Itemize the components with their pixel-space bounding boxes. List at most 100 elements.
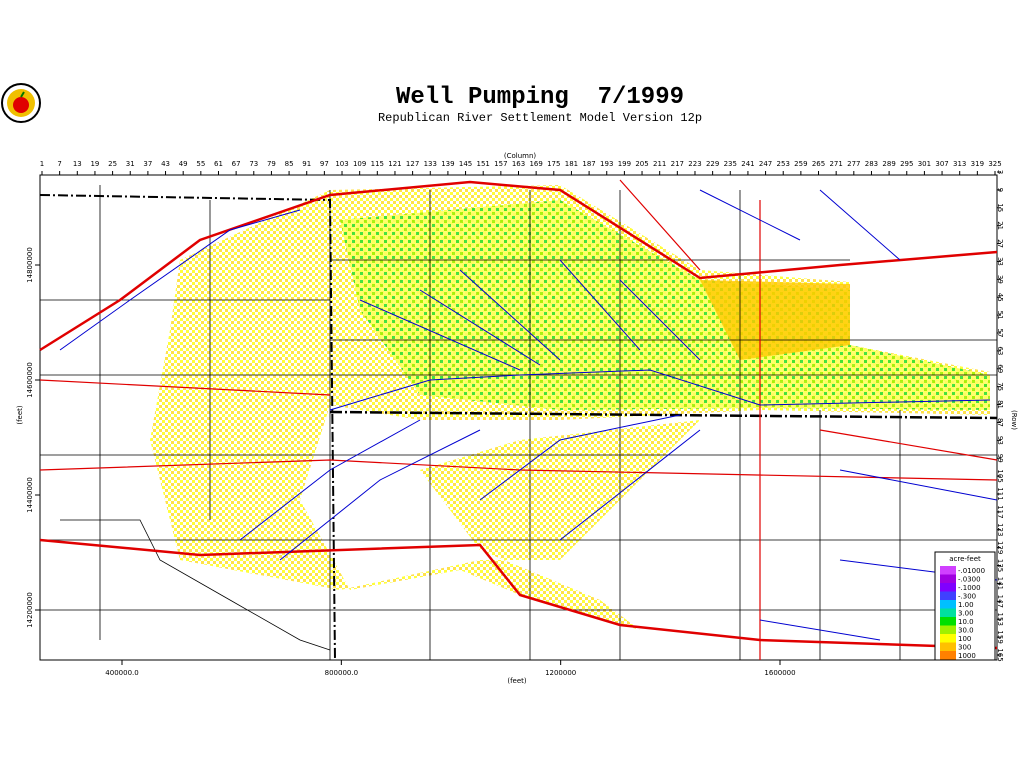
row-tick-label: 57 — [996, 329, 1004, 338]
legend-label: 1.00 — [958, 601, 974, 609]
column-tick-label: 247 — [759, 160, 772, 168]
column-tick-label: 163 — [512, 160, 525, 168]
legend-label: -.01000 — [958, 567, 985, 575]
y-tick-label: 14800000 — [26, 247, 34, 283]
row-tick-label: 3 — [996, 170, 1004, 174]
column-tick-label: 115 — [371, 160, 384, 168]
column-tick-label: 307 — [935, 160, 948, 168]
column-tick-label: 277 — [847, 160, 860, 168]
legend-swatch — [940, 591, 956, 600]
column-tick-label: 319 — [971, 160, 984, 168]
legend-swatch — [940, 574, 956, 583]
x-axis-label: (feet) — [507, 677, 527, 685]
legend-label: 3.00 — [958, 610, 974, 618]
column-tick-label: 49 — [179, 160, 188, 168]
row-label: (Row) — [1010, 410, 1018, 430]
column-tick-label: 139 — [441, 160, 454, 168]
column-tick-label: 79 — [267, 160, 276, 168]
y-tick-label: 14400000 — [26, 477, 34, 513]
row-tick-label: 87 — [996, 418, 1004, 427]
column-tick-label: 85 — [285, 160, 294, 168]
row-tick-label: 21 — [996, 221, 1004, 230]
row-tick-label: 159 — [996, 630, 1004, 643]
row-tick-label: 45 — [996, 293, 1004, 302]
column-tick-label: 325 — [988, 160, 1001, 168]
column-tick-label: 211 — [653, 160, 666, 168]
x-tick-label: 1600000 — [764, 669, 795, 677]
column-tick-label: 241 — [741, 160, 754, 168]
column-tick-label: 7 — [57, 160, 61, 168]
column-tick-label: 55 — [196, 160, 205, 168]
column-tick-label: 313 — [953, 160, 966, 168]
row-tick-label: 9 — [996, 188, 1004, 192]
legend-title: acre-feet — [949, 555, 981, 563]
column-tick-label: 19 — [90, 160, 99, 168]
column-tick-label: 43 — [161, 160, 170, 168]
row-tick-label: 75 — [996, 382, 1004, 391]
legend-label: 100 — [958, 635, 971, 643]
row-tick-label: 105 — [996, 469, 1004, 482]
column-tick-label: 265 — [812, 160, 825, 168]
legend-swatch — [940, 583, 956, 592]
row-tick-label: 153 — [996, 613, 1004, 626]
row-tick-label: 117 — [996, 505, 1004, 518]
legend-swatch — [940, 617, 956, 626]
row-tick-label: 93 — [996, 436, 1004, 445]
y-axis-label: (feet) — [16, 405, 24, 425]
row-tick-label: 51 — [996, 311, 1004, 320]
column-tick-label: 73 — [249, 160, 258, 168]
column-tick-label: 67 — [232, 160, 241, 168]
column-tick-label: 229 — [706, 160, 719, 168]
legend-label: -.1000 — [958, 584, 981, 592]
column-tick-label: 151 — [477, 160, 490, 168]
title: Well Pumping 7/1999 — [396, 84, 684, 111]
y-tick-label: 14600000 — [26, 362, 34, 398]
row-tick-label: 69 — [996, 364, 1004, 373]
x-tick-label: 400000.0 — [105, 669, 138, 677]
column-tick-label: 127 — [406, 160, 419, 168]
column-tick-label: 37 — [143, 160, 152, 168]
row-tick-label: 81 — [996, 400, 1004, 409]
row-tick-label: 123 — [996, 523, 1004, 536]
row-tick-label: 111 — [996, 487, 1004, 500]
column-tick-label: 169 — [529, 160, 542, 168]
map-area — [39, 174, 998, 661]
x-tick-label: 1200000 — [545, 669, 576, 677]
row-tick-label: 99 — [996, 454, 1004, 463]
column-tick-label: 271 — [829, 160, 842, 168]
column-tick-label: 301 — [918, 160, 931, 168]
logo — [1, 83, 41, 123]
column-tick-label: 97 — [320, 160, 329, 168]
column-tick-label: 289 — [882, 160, 895, 168]
row-tick-label: 135 — [996, 559, 1004, 572]
legend-swatch — [940, 566, 956, 575]
column-tick-label: 31 — [126, 160, 135, 168]
column-tick-label: 283 — [865, 160, 878, 168]
column-label: (Column) — [504, 152, 537, 160]
row-tick-label: 63 — [996, 346, 1004, 355]
column-tick-label: 253 — [777, 160, 790, 168]
column-tick-label: 61 — [214, 160, 223, 168]
x-tick-label: 800000.0 — [325, 669, 358, 677]
row-tick-label: 27 — [996, 239, 1004, 248]
column-tick-label: 205 — [635, 160, 648, 168]
column-tick-label: 109 — [353, 160, 366, 168]
legend-label: -.0300 — [958, 576, 981, 584]
column-tick-label: 133 — [424, 160, 437, 168]
column-tick-label: 181 — [565, 160, 578, 168]
column-tick-label: 259 — [794, 160, 807, 168]
row-tick-label: 147 — [996, 595, 1004, 608]
column-tick-label: 175 — [547, 160, 560, 168]
row-tick-label: 129 — [996, 541, 1004, 554]
subtitle: Republican River Settlement Model Versio… — [378, 111, 702, 125]
legend-label: -.300 — [958, 593, 976, 601]
row-tick-label: 141 — [996, 577, 1004, 590]
column-tick-label: 199 — [618, 160, 631, 168]
row-tick-label: 33 — [996, 257, 1004, 266]
legend-swatch — [940, 625, 956, 634]
legend-swatch — [940, 651, 956, 660]
row-tick-label: 15 — [996, 203, 1004, 212]
column-tick-label: 223 — [688, 160, 701, 168]
row-tick-label: 165 — [996, 648, 1004, 661]
